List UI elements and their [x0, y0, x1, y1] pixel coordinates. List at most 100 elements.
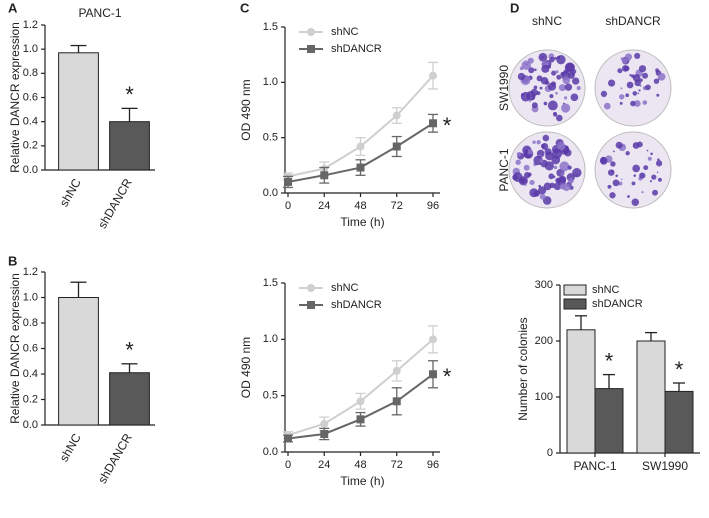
colony — [563, 69, 569, 75]
colony — [523, 171, 531, 179]
colony — [551, 70, 557, 76]
y-tick-label: 1.0 — [263, 333, 278, 345]
bar — [58, 52, 99, 171]
bar — [109, 372, 150, 426]
colony — [621, 58, 628, 64]
colony — [642, 72, 649, 79]
image-column-label: shNC — [532, 14, 562, 28]
colony — [612, 179, 620, 187]
colony — [549, 56, 555, 63]
colony — [538, 186, 547, 195]
legend-label: shNC — [331, 26, 359, 38]
x-axis-label: Time (h) — [340, 215, 384, 229]
colony — [519, 66, 524, 71]
legend-label: shNC — [592, 284, 620, 296]
x-tick-label: 72 — [391, 459, 403, 471]
colony — [657, 72, 666, 81]
colony — [529, 188, 539, 198]
dish — [594, 49, 672, 127]
colony — [636, 74, 639, 77]
x-tick-label: 0 — [285, 200, 291, 212]
colony — [539, 159, 544, 163]
colony — [620, 178, 623, 181]
colony — [568, 177, 574, 184]
colony — [576, 85, 581, 91]
y-tick-label: 1.2 — [23, 266, 38, 278]
colony-images — [508, 49, 672, 209]
colony — [630, 100, 636, 107]
colony — [653, 78, 660, 84]
colony — [562, 76, 571, 85]
colony — [619, 101, 623, 105]
colony — [530, 96, 533, 99]
colony — [558, 84, 567, 92]
point — [320, 171, 329, 180]
colony — [554, 56, 558, 60]
colony — [527, 149, 533, 155]
bar — [664, 390, 694, 454]
colony — [638, 65, 647, 73]
colony — [528, 99, 532, 103]
colony — [610, 161, 616, 167]
colony — [619, 94, 625, 100]
colony — [516, 151, 522, 157]
colony — [625, 151, 630, 156]
y-tick-label: 0.5 — [263, 390, 278, 402]
colony — [632, 164, 641, 173]
colony — [627, 195, 630, 198]
colony — [533, 85, 538, 90]
colony — [555, 178, 561, 184]
panel-label: A — [8, 0, 18, 15]
bar — [636, 340, 666, 454]
panel-label: B — [8, 253, 17, 268]
colony — [572, 168, 582, 178]
panel-label: C — [240, 0, 250, 15]
y-tick-label: 0.4 — [23, 368, 38, 380]
point — [392, 366, 401, 375]
colony — [552, 175, 556, 179]
y-axis-label: Relative DANCR expression — [8, 22, 22, 173]
x-tick-label: SW1990 — [642, 459, 688, 473]
colony — [561, 103, 571, 113]
image-row-label: PANC-1 — [497, 148, 511, 191]
annotation: * — [675, 357, 684, 382]
y-tick-label: 0.6 — [23, 91, 38, 103]
y-axis-label: Relative DANCR expression — [8, 273, 22, 424]
colony — [521, 60, 531, 70]
colony — [623, 65, 630, 72]
annotation: * — [443, 113, 452, 138]
point — [320, 419, 329, 428]
colony — [642, 100, 648, 105]
y-tick-label: 1.5 — [263, 277, 278, 289]
legend-marker — [307, 301, 315, 309]
x-tick-label: shDANCR — [95, 431, 135, 486]
y-axis-label: Number of colonies — [516, 317, 530, 420]
colony — [559, 161, 570, 172]
legend-label: shDANCR — [331, 43, 382, 55]
point — [429, 370, 437, 379]
point — [429, 335, 437, 344]
y-tick-label: 1.0 — [263, 76, 278, 88]
y-tick-label: 200 — [535, 335, 553, 347]
colony — [524, 149, 529, 153]
colony — [541, 65, 550, 73]
colony — [572, 77, 580, 85]
colony — [615, 141, 623, 149]
point — [392, 142, 401, 151]
colony — [620, 87, 623, 90]
legend-swatch — [563, 298, 587, 310]
y-tick-label: 0.8 — [23, 67, 38, 79]
colony — [633, 100, 641, 107]
colony — [543, 101, 548, 106]
colony — [629, 74, 632, 77]
colony — [560, 72, 565, 76]
y-tick-label: 100 — [535, 391, 553, 403]
bar — [58, 297, 99, 426]
colony — [657, 177, 662, 182]
x-tick-label: 48 — [354, 200, 366, 212]
colony — [649, 180, 653, 183]
colony — [633, 174, 637, 177]
colony — [564, 83, 573, 91]
colony — [534, 68, 537, 72]
